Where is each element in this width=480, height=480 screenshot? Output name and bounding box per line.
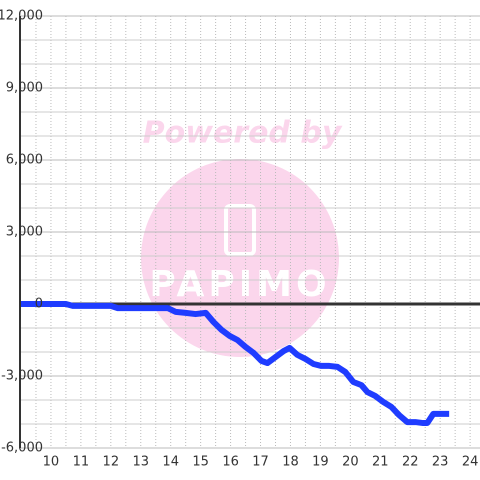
x-tick-label: 23 xyxy=(432,455,449,470)
y-tick-label: 0 xyxy=(35,297,43,312)
x-tick-label: 13 xyxy=(132,455,149,470)
watermark-circle xyxy=(141,159,339,357)
x-tick-label: 22 xyxy=(402,455,419,470)
watermark-logo: PAPIMO xyxy=(149,264,330,305)
labels: -6,000 -3,000 0 3,000 6,000 9,000 12,000 10 11 12… xyxy=(0,9,478,470)
grid xyxy=(19,15,480,449)
x-tick-label: 11 xyxy=(73,455,90,470)
y-tick-label: -3,000 xyxy=(1,369,43,384)
data-line xyxy=(21,301,450,427)
watermark-icon xyxy=(224,204,256,256)
y-tick-label: 3,000 xyxy=(6,225,43,240)
y-tick-label: 12,000 xyxy=(0,9,43,24)
y-tick-label: 6,000 xyxy=(6,153,43,168)
y-tick-label: -6,000 xyxy=(1,441,43,456)
x-tick-label: 24 xyxy=(462,455,479,470)
x-tick-label: 21 xyxy=(372,455,389,470)
x-tick-label: 16 xyxy=(222,455,239,470)
watermark-text: Powered by xyxy=(143,116,343,151)
x-tick-label: 15 xyxy=(192,455,209,470)
x-tick-label: 19 xyxy=(312,455,329,470)
x-tick-label: 14 xyxy=(162,455,179,470)
x-tick-label: 12 xyxy=(103,455,120,470)
x-tick-label: 18 xyxy=(282,455,299,470)
y-tick-label: 9,000 xyxy=(6,81,43,96)
x-tick-label: 17 xyxy=(252,455,269,470)
plot xyxy=(21,301,450,427)
x-tick-label: 10 xyxy=(43,455,60,470)
x-tick-label: 20 xyxy=(342,455,359,470)
